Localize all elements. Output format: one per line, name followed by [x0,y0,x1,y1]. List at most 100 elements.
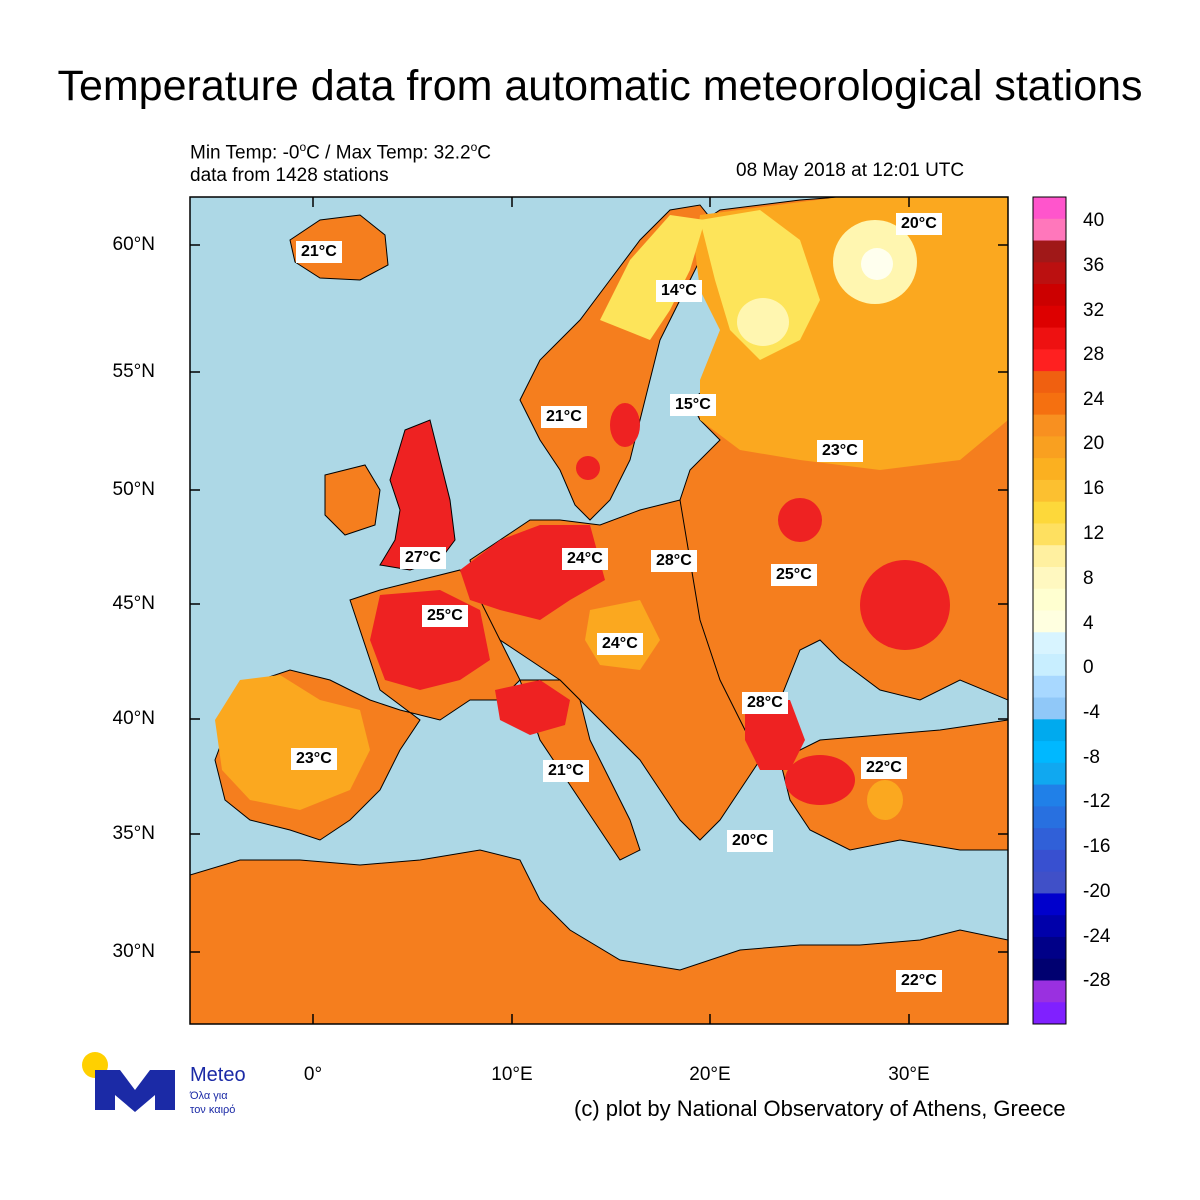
colorbar-label: -8 [1083,747,1100,768]
colorbar-swatch [1033,654,1066,677]
temperature-label: 14°C [656,280,702,302]
colorbar-swatch [1033,871,1066,894]
stations-count: data from 1428 stations [190,165,389,186]
max-temp-unit: C [477,142,492,164]
lon-label: 10°E [491,1064,533,1085]
colorbar-label: 32 [1083,300,1105,321]
colorbar-swatch [1033,958,1066,981]
colorbar-label: -24 [1083,926,1111,947]
colorbar-label: -20 [1083,881,1111,902]
colorbar-swatch [1033,305,1066,329]
colorbar-frame [1032,196,1067,1025]
temperature-label: 24°C [562,548,608,570]
colorbar-swatch [1033,218,1066,242]
colorbar-swatch [1033,697,1066,720]
warm-zone-istanbul [785,755,855,805]
colorbar-swatch [1033,501,1066,524]
colorbar-swatch [1033,349,1066,372]
logo-name: Meteo [190,1064,246,1086]
colorbar-label: 28 [1083,344,1105,365]
temperature-label: 25°C [771,564,817,586]
lon-label: 0° [303,1064,323,1085]
min-temp-label: Min Temp: [190,142,278,164]
cold-zone-finland [700,210,820,360]
lat-label: 55°N [112,361,155,382]
temperature-label: 22°C [861,757,907,779]
colorbar-swatch [1033,762,1066,786]
colorbar-swatch [1033,197,1066,220]
temperature-label: 21°C [541,406,587,428]
colorbar-swatch [1033,588,1066,611]
colorbar-swatch [1033,240,1066,263]
colorbar-swatch [1033,458,1066,481]
colorbar-swatch [1033,414,1066,437]
cool-zone-anatolia [867,780,903,820]
credit-line: (c) plot by National Observatory of Athe… [574,1096,1066,1121]
cold-zone-lapland [600,215,705,340]
colorbar-swatch [1033,392,1066,416]
colorbar-swatch [1033,262,1066,285]
colorbar-label: -28 [1083,970,1111,991]
temperature-label: 21°C [543,760,589,782]
lon-label: 30°E [888,1064,930,1085]
logo-m-icon [95,1070,175,1112]
colorbar-swatch [1033,893,1066,916]
colorbar-label: 4 [1083,613,1094,634]
colorbar-swatch [1033,545,1066,568]
colorbar-label: 40 [1083,210,1105,231]
warm-zone-italy [495,680,570,735]
colorbar-label: 20 [1083,433,1105,454]
colorbar-swatch [1033,741,1066,764]
colorbar-swatch [1033,1002,1066,1025]
lat-label: 60°N [112,234,155,255]
warm-zone-belarus [778,498,822,542]
cool-zone-iberia [215,675,370,810]
lat-label: 40°N [112,708,155,729]
colorbar-swatch [1033,436,1066,459]
max-temp-label: Max Temp: [335,142,429,164]
lat-label: 45°N [112,593,155,614]
colorbar-swatch [1033,566,1066,590]
logo-tagline-2: τον καιρό [190,1104,236,1116]
cold-zone-karelia [737,298,789,346]
lat-label: 35°N [112,823,155,844]
temperature-label: 22°C [896,970,942,992]
colorbar-label: 24 [1083,389,1105,410]
colorbar-swatch [1033,610,1066,633]
colorbar [1032,196,1067,1025]
colorbar-swatch [1033,523,1066,546]
colorbar-swatch [1033,371,1066,394]
colorbar-swatch [1033,675,1066,699]
min-temp-unit: C [306,142,320,164]
colorbar-label: 0 [1083,657,1094,678]
temperature-label: 27°C [400,547,446,569]
colorbar-label: 16 [1083,478,1105,499]
colorbar-swatch [1033,479,1066,503]
temperature-label: 20°C [727,830,773,852]
lat-label: 30°N [112,941,155,962]
max-temp-value: 32.2 [433,142,471,164]
colorbar-swatch [1033,327,1066,350]
temperature-label: 28°C [742,692,788,714]
land-ireland [324,464,381,536]
temperature-label: 21°C [296,241,342,263]
colorbar-label: 12 [1083,523,1105,544]
colorbar-swatch [1033,828,1066,851]
colorbar-label: -16 [1083,836,1111,857]
min-max-temp: Min Temp: -0oC / Max Temp: 32.2oC [190,140,492,164]
temperature-label: 25°C [422,605,468,627]
temperature-label: 24°C [597,633,643,655]
colorbar-swatch [1033,784,1066,807]
min-temp-value: -0 [282,142,300,164]
lat-label: 50°N [112,479,155,500]
warm-zone-sweden-south [576,456,600,480]
warm-zone-sweden [610,403,640,447]
warm-zone-romania [745,700,805,770]
temperature-label: 20°C [896,213,942,235]
warm-zone-ukraine [860,560,950,650]
colorbar-label: -12 [1083,791,1111,812]
timestamp: 08 May 2018 at 12:01 UTC [736,160,965,181]
page-title: Temperature data from automatic meteorol… [57,62,1143,110]
land-north-africa [190,849,1008,1024]
